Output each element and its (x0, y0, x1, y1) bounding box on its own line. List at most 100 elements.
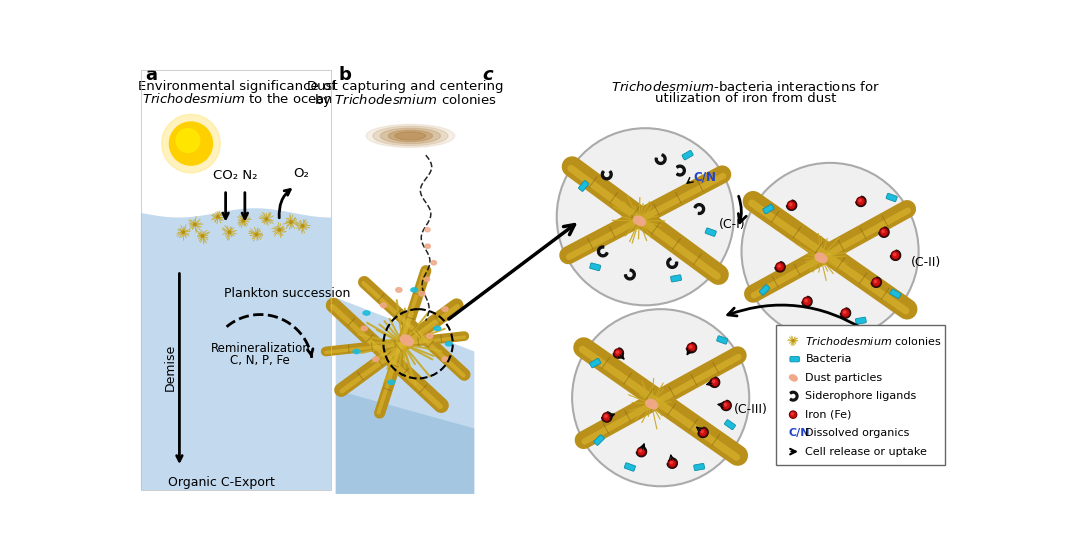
Text: Dust capturing and centering: Dust capturing and centering (306, 80, 503, 93)
Circle shape (792, 340, 793, 341)
Ellipse shape (651, 403, 658, 409)
Ellipse shape (431, 261, 436, 265)
Text: Cell release or uptake: Cell release or uptake (805, 447, 928, 457)
Wedge shape (790, 391, 798, 401)
Circle shape (605, 415, 607, 417)
Circle shape (883, 230, 885, 233)
Circle shape (893, 253, 895, 256)
Wedge shape (601, 171, 612, 180)
Circle shape (699, 428, 707, 437)
Ellipse shape (395, 132, 426, 140)
Circle shape (787, 201, 796, 209)
Wedge shape (879, 227, 889, 238)
Circle shape (843, 310, 848, 316)
FancyBboxPatch shape (725, 420, 735, 430)
Circle shape (778, 265, 780, 267)
FancyBboxPatch shape (759, 285, 770, 295)
Ellipse shape (388, 130, 432, 142)
Circle shape (725, 403, 727, 406)
Circle shape (689, 346, 692, 348)
Ellipse shape (363, 311, 370, 315)
Ellipse shape (646, 400, 657, 408)
Ellipse shape (373, 357, 378, 361)
Text: Demise: Demise (163, 344, 176, 391)
Circle shape (880, 229, 887, 235)
FancyBboxPatch shape (671, 275, 682, 282)
Circle shape (804, 299, 811, 305)
Circle shape (688, 345, 694, 351)
Ellipse shape (633, 216, 645, 225)
Circle shape (844, 311, 846, 314)
Text: C/N: C/N (693, 170, 716, 183)
Ellipse shape (419, 291, 425, 296)
FancyBboxPatch shape (141, 70, 331, 123)
Polygon shape (335, 297, 474, 494)
FancyBboxPatch shape (693, 463, 704, 471)
Ellipse shape (406, 339, 414, 346)
Circle shape (857, 197, 865, 205)
Wedge shape (787, 200, 797, 210)
Circle shape (640, 450, 642, 452)
FancyBboxPatch shape (141, 359, 331, 490)
Text: $\it{Trichodesmium}$ colonies: $\it{Trichodesmium}$ colonies (805, 335, 942, 347)
Circle shape (572, 309, 749, 486)
Ellipse shape (353, 350, 360, 354)
Circle shape (217, 215, 219, 218)
Ellipse shape (442, 357, 448, 361)
Circle shape (701, 431, 703, 433)
Wedge shape (625, 269, 635, 280)
Circle shape (602, 413, 611, 421)
FancyBboxPatch shape (776, 325, 945, 466)
Wedge shape (668, 458, 677, 468)
FancyBboxPatch shape (590, 263, 601, 271)
Ellipse shape (427, 334, 433, 339)
Wedge shape (666, 258, 677, 268)
Text: C/N: C/N (788, 428, 809, 438)
Wedge shape (856, 196, 866, 206)
FancyBboxPatch shape (717, 336, 728, 344)
Wedge shape (676, 165, 685, 176)
Ellipse shape (445, 342, 453, 346)
Text: C, N, P, Fe: C, N, P, Fe (230, 354, 290, 367)
Ellipse shape (411, 288, 418, 292)
Text: $\it{Trichodesmium}$ to the ocean: $\it{Trichodesmium}$ to the ocean (142, 92, 332, 106)
Ellipse shape (367, 124, 455, 148)
Text: $\it{Trichodesmium}$-bacteria interactions for: $\it{Trichodesmium}$-bacteria interactio… (611, 80, 879, 94)
Circle shape (872, 278, 880, 286)
Circle shape (182, 231, 185, 233)
Ellipse shape (361, 326, 368, 331)
Ellipse shape (793, 377, 798, 381)
Circle shape (228, 231, 231, 233)
Text: Remineralization: Remineralization (211, 342, 310, 355)
Ellipse shape (820, 257, 827, 263)
Circle shape (874, 280, 876, 282)
Ellipse shape (425, 244, 430, 248)
Circle shape (639, 448, 645, 455)
Wedge shape (721, 400, 731, 411)
Text: Siderophore ligands: Siderophore ligands (805, 391, 917, 401)
Circle shape (255, 233, 258, 236)
Ellipse shape (639, 220, 645, 226)
Wedge shape (686, 342, 697, 353)
Ellipse shape (789, 375, 797, 381)
Text: utilization of iron from dust: utilization of iron from dust (655, 92, 836, 105)
Circle shape (604, 414, 610, 420)
Ellipse shape (388, 380, 395, 385)
Circle shape (713, 380, 715, 383)
FancyBboxPatch shape (790, 356, 800, 362)
Wedge shape (802, 296, 812, 306)
Wedge shape (656, 154, 666, 164)
Text: O₂: O₂ (293, 167, 309, 180)
Circle shape (712, 379, 718, 385)
Circle shape (669, 460, 675, 466)
Circle shape (723, 402, 729, 408)
FancyBboxPatch shape (141, 120, 331, 490)
Text: b: b (339, 67, 352, 84)
Text: Bacteria: Bacteria (805, 354, 851, 364)
FancyBboxPatch shape (890, 289, 901, 299)
Circle shape (790, 412, 796, 417)
Circle shape (687, 344, 696, 352)
Wedge shape (602, 412, 612, 422)
Polygon shape (141, 70, 331, 218)
Circle shape (805, 300, 807, 302)
